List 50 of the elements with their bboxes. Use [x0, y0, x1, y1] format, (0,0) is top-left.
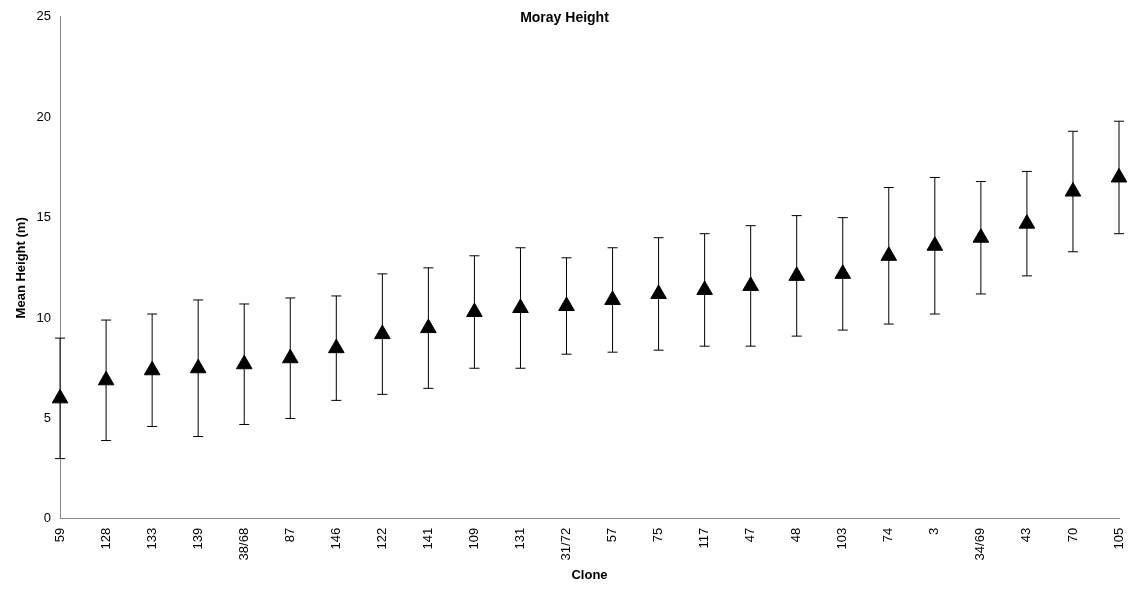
chart-title: Moray Height: [520, 9, 610, 26]
x-tick-label: 70: [1064, 527, 1080, 543]
x-tick-label: 103: [834, 527, 850, 550]
x-tick-label: 38/68: [235, 527, 251, 561]
x-tick-label: 34/69: [972, 527, 988, 561]
point: [788, 266, 806, 281]
point: [466, 302, 483, 318]
x-tick-label: 105: [1110, 527, 1126, 550]
y-tick-label: 15: [36, 209, 52, 225]
x-tick-label: 47: [742, 527, 758, 543]
point: [235, 354, 253, 370]
x-tick-label: 109: [466, 527, 482, 550]
x-tick-label: 117: [696, 527, 712, 549]
x-tick-label: 31/72: [558, 527, 574, 561]
y-tick-label: 10: [36, 309, 52, 325]
point: [604, 290, 621, 305]
x-tick-label: 57: [604, 527, 620, 543]
point: [742, 276, 759, 291]
x-tick-label: 59: [51, 527, 67, 543]
x-axis-title: Clone: [571, 566, 608, 582]
point: [880, 246, 898, 261]
y-tick-label: 5: [43, 410, 52, 426]
point: [926, 236, 944, 251]
point: [374, 324, 391, 340]
x-tick-label: 133: [143, 527, 159, 550]
x-tick-label: 139: [189, 527, 205, 550]
x-tick-label: 3: [926, 527, 942, 536]
y-axis-title: Mean Height (m): [13, 217, 29, 319]
point: [650, 284, 667, 299]
x-tick-label: 75: [650, 527, 666, 543]
point: [281, 348, 299, 364]
y-tick-label: 20: [36, 108, 52, 124]
point: [696, 280, 713, 295]
point: [420, 318, 437, 334]
x-tick-label: 146: [327, 527, 343, 550]
x-tick-label: 128: [97, 527, 113, 550]
point: [834, 264, 852, 279]
x-tick-label: 87: [281, 527, 297, 543]
x-tick-label: 141: [419, 527, 435, 550]
x-tick-label: 43: [1018, 527, 1034, 543]
point: [189, 358, 207, 374]
x-tick-label: 122: [373, 527, 389, 550]
x-tick-label: 48: [788, 527, 804, 543]
x-tick-label: 131: [512, 527, 528, 550]
point: [328, 338, 345, 354]
y-tick-label: 25: [36, 8, 52, 24]
point: [558, 296, 575, 311]
x-tick-label: 74: [880, 527, 896, 543]
point: [512, 298, 529, 313]
y-tick-label: 0: [43, 510, 52, 526]
